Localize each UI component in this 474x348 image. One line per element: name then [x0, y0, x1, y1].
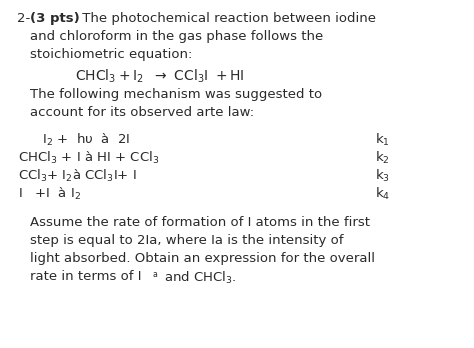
Text: step is equal to 2Ia, where Ia is the intensity of: step is equal to 2Ia, where Ia is the in… [30, 234, 344, 247]
Text: $\mathregular{k_1}$: $\mathregular{k_1}$ [375, 132, 390, 148]
Text: $\mathregular{k_3}$: $\mathregular{k_3}$ [375, 168, 390, 184]
Text: The photochemical reaction between iodine: The photochemical reaction between iodin… [78, 12, 376, 25]
Text: 2-: 2- [17, 12, 35, 25]
Text: light absorbed. Obtain an expression for the overall: light absorbed. Obtain an expression for… [30, 252, 375, 265]
Text: and chloroform in the gas phase follows the: and chloroform in the gas phase follows … [30, 30, 323, 43]
Text: $\mathregular{CHCl_3}$ + I à HI + $\mathregular{CCl_3}$: $\mathregular{CHCl_3}$ + I à HI + $\math… [18, 150, 159, 166]
Text: rate in terms of I: rate in terms of I [30, 270, 142, 283]
Text: (3 pts): (3 pts) [30, 12, 80, 25]
Text: and $\mathregular{CHCl_3}$.: and $\mathregular{CHCl_3}$. [160, 270, 237, 286]
Text: The following mechanism was suggested to: The following mechanism was suggested to [30, 88, 322, 101]
Text: $\mathregular{CCl_3}$+ $\mathregular{I_2}$à $\mathregular{CCl_3}$I+ I: $\mathregular{CCl_3}$+ $\mathregular{I_2… [18, 168, 137, 184]
Text: $_\mathregular{a}$: $_\mathregular{a}$ [152, 270, 158, 280]
Text: I   +I  à $\mathregular{I_2}$: I +I à $\mathregular{I_2}$ [18, 186, 81, 202]
Text: stoichiometric equation:: stoichiometric equation: [30, 48, 192, 61]
Text: $\mathregular{k_2}$: $\mathregular{k_2}$ [375, 150, 390, 166]
Text: $\mathregular{I_2}$ +  hυ  à  2I: $\mathregular{I_2}$ + hυ à 2I [42, 132, 130, 148]
Text: $\mathregular{CHCl_3 + I_2\ \ \rightarrow\ CCl_3I\ + HI}$: $\mathregular{CHCl_3 + I_2\ \ \rightarro… [75, 68, 245, 85]
Text: Assume the rate of formation of I atoms in the first: Assume the rate of formation of I atoms … [30, 216, 370, 229]
Text: account for its observed arte law:: account for its observed arte law: [30, 106, 254, 119]
Text: $\mathregular{k_4}$: $\mathregular{k_4}$ [375, 186, 390, 202]
